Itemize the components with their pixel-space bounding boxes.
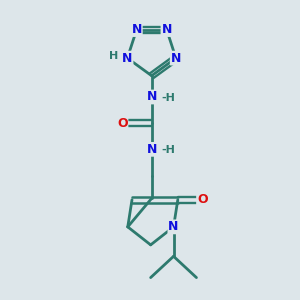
Text: N: N bbox=[168, 220, 179, 233]
Text: O: O bbox=[197, 193, 208, 206]
Text: N: N bbox=[146, 143, 157, 156]
Text: -H: -H bbox=[161, 145, 175, 155]
Text: H: H bbox=[109, 52, 118, 61]
Text: -H: -H bbox=[161, 93, 175, 103]
Text: N: N bbox=[161, 23, 172, 36]
Text: N: N bbox=[146, 91, 157, 103]
Text: O: O bbox=[117, 117, 128, 130]
Text: N: N bbox=[171, 52, 181, 64]
Text: N: N bbox=[122, 52, 133, 64]
Text: N: N bbox=[131, 23, 142, 36]
